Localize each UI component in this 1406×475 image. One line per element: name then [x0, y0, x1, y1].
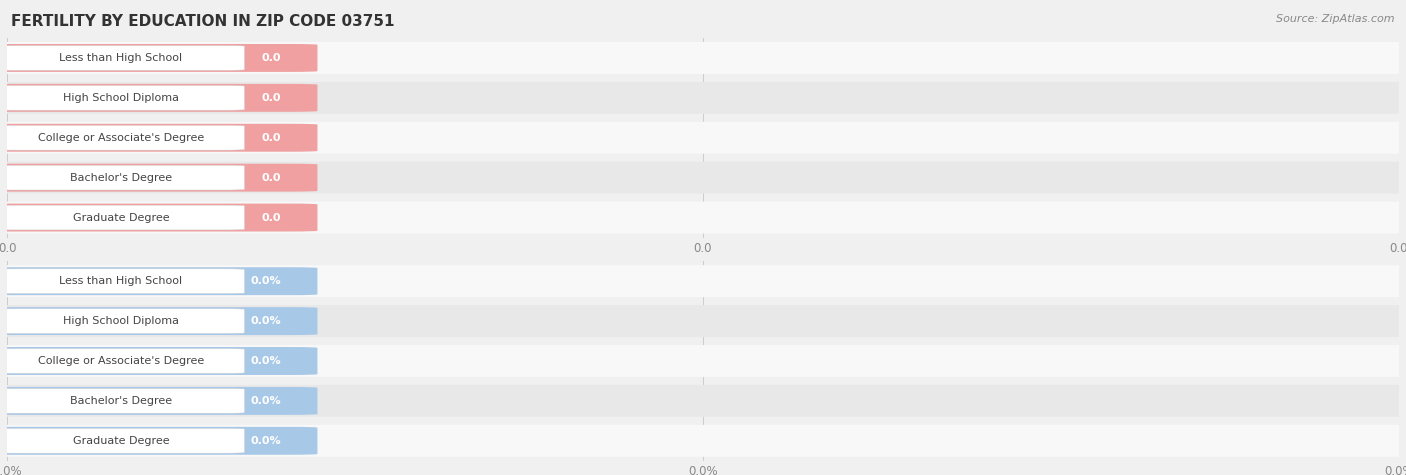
- Text: High School Diploma: High School Diploma: [63, 93, 179, 103]
- FancyBboxPatch shape: [0, 345, 1406, 377]
- FancyBboxPatch shape: [0, 428, 245, 453]
- FancyBboxPatch shape: [0, 267, 318, 295]
- FancyBboxPatch shape: [0, 125, 245, 150]
- Text: 0.0%: 0.0%: [250, 396, 281, 406]
- Text: 0.0%: 0.0%: [250, 436, 281, 446]
- Text: High School Diploma: High School Diploma: [63, 316, 179, 326]
- Text: 0.0: 0.0: [262, 53, 281, 63]
- Text: College or Associate's Degree: College or Associate's Degree: [38, 356, 204, 366]
- FancyBboxPatch shape: [0, 347, 318, 375]
- FancyBboxPatch shape: [0, 124, 318, 152]
- FancyBboxPatch shape: [0, 42, 1406, 74]
- Text: Source: ZipAtlas.com: Source: ZipAtlas.com: [1277, 14, 1395, 24]
- FancyBboxPatch shape: [0, 265, 1406, 297]
- FancyBboxPatch shape: [0, 389, 245, 413]
- Text: FERTILITY BY EDUCATION IN ZIP CODE 03751: FERTILITY BY EDUCATION IN ZIP CODE 03751: [11, 14, 395, 29]
- Text: Less than High School: Less than High School: [59, 276, 183, 286]
- FancyBboxPatch shape: [0, 309, 245, 333]
- FancyBboxPatch shape: [0, 427, 318, 455]
- FancyBboxPatch shape: [0, 205, 245, 230]
- FancyBboxPatch shape: [0, 307, 318, 335]
- Text: Bachelor's Degree: Bachelor's Degree: [70, 172, 172, 183]
- FancyBboxPatch shape: [0, 122, 1406, 154]
- FancyBboxPatch shape: [0, 201, 1406, 234]
- FancyBboxPatch shape: [0, 86, 245, 110]
- FancyBboxPatch shape: [0, 82, 1406, 114]
- FancyBboxPatch shape: [0, 269, 245, 294]
- Text: Graduate Degree: Graduate Degree: [73, 212, 169, 223]
- Text: Graduate Degree: Graduate Degree: [73, 436, 169, 446]
- FancyBboxPatch shape: [0, 385, 1406, 417]
- Text: 0.0: 0.0: [262, 133, 281, 143]
- Text: College or Associate's Degree: College or Associate's Degree: [38, 133, 204, 143]
- Text: 0.0%: 0.0%: [250, 356, 281, 366]
- FancyBboxPatch shape: [0, 84, 318, 112]
- FancyBboxPatch shape: [0, 46, 245, 70]
- Text: 0.0: 0.0: [262, 212, 281, 223]
- Text: Bachelor's Degree: Bachelor's Degree: [70, 396, 172, 406]
- FancyBboxPatch shape: [0, 305, 1406, 337]
- FancyBboxPatch shape: [0, 204, 318, 231]
- Text: 0.0: 0.0: [262, 172, 281, 183]
- Text: 0.0%: 0.0%: [250, 276, 281, 286]
- FancyBboxPatch shape: [0, 425, 1406, 457]
- Text: 0.0%: 0.0%: [250, 316, 281, 326]
- FancyBboxPatch shape: [0, 165, 245, 190]
- FancyBboxPatch shape: [0, 387, 318, 415]
- FancyBboxPatch shape: [0, 349, 245, 373]
- Text: 0.0: 0.0: [262, 93, 281, 103]
- FancyBboxPatch shape: [0, 164, 318, 191]
- Text: Less than High School: Less than High School: [59, 53, 183, 63]
- FancyBboxPatch shape: [0, 44, 318, 72]
- FancyBboxPatch shape: [0, 162, 1406, 194]
